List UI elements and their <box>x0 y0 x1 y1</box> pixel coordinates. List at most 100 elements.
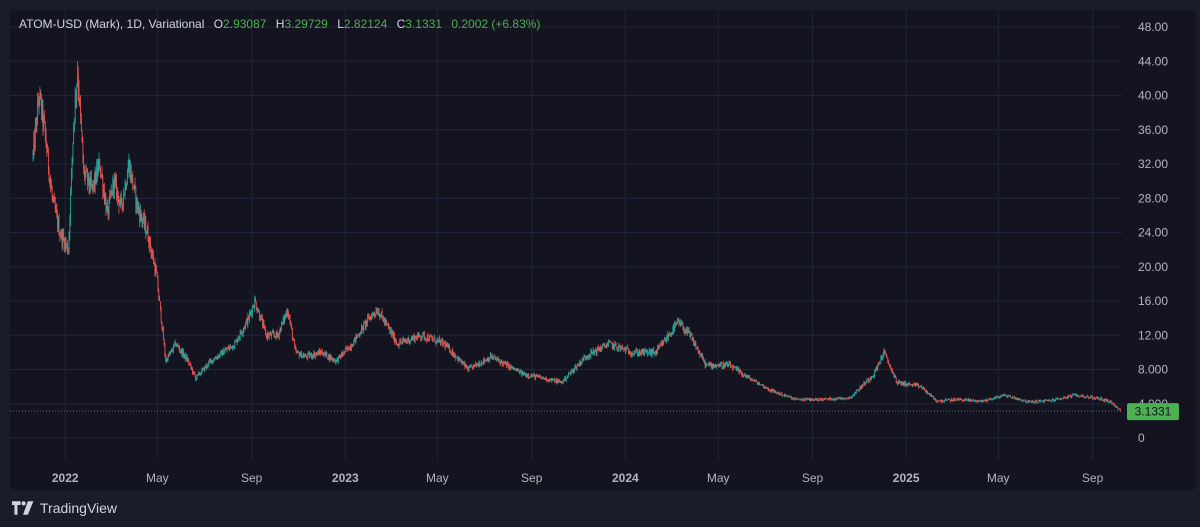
candle-body <box>433 339 434 341</box>
candle-body <box>105 197 107 212</box>
candle-body <box>1031 400 1033 403</box>
candle-body <box>387 325 389 327</box>
candle-body <box>229 347 230 350</box>
candle-body <box>70 191 71 219</box>
candle-body <box>281 322 282 331</box>
candle-body <box>888 361 889 364</box>
candle-body <box>856 390 858 391</box>
candle-body <box>917 384 919 385</box>
candle-body <box>1117 406 1119 410</box>
candle-body <box>921 386 922 389</box>
candle-body <box>823 399 825 400</box>
candle-body <box>674 323 676 325</box>
candle-body <box>91 184 93 186</box>
candle-body <box>862 383 864 387</box>
candle-body <box>729 362 731 364</box>
candle-body <box>675 323 677 325</box>
candle-body <box>54 201 56 210</box>
candle-body <box>439 338 441 341</box>
candle-body <box>1043 399 1045 402</box>
candle-body <box>1064 397 1066 399</box>
candle-body <box>164 344 166 355</box>
candle-body <box>780 393 782 395</box>
candle-body <box>1039 400 1041 402</box>
candle-body <box>991 399 993 401</box>
candle-body <box>1013 396 1014 398</box>
candle-body <box>63 234 65 240</box>
tradingview-brand[interactable]: TradingView <box>12 500 117 516</box>
candle-body <box>1080 394 1082 397</box>
candle-body <box>601 348 602 351</box>
candle-body <box>458 357 460 361</box>
candle-body <box>759 383 760 385</box>
candle-body <box>423 332 424 334</box>
candle-body <box>268 333 269 337</box>
candle-body <box>1043 400 1044 402</box>
candle-body <box>589 355 591 357</box>
candle-body <box>784 394 786 397</box>
candle-body <box>93 180 94 187</box>
candle-body <box>235 341 236 343</box>
candle-body <box>611 342 612 344</box>
candle-body <box>540 377 542 379</box>
candle-body <box>148 241 150 247</box>
candle-body <box>77 73 79 89</box>
candle-body <box>562 381 563 383</box>
candle-body <box>193 371 195 374</box>
candle-body <box>699 352 701 356</box>
candle-body <box>1010 395 1011 398</box>
candle-body <box>1098 397 1100 400</box>
candle-body <box>178 346 180 349</box>
candle-body <box>328 354 329 359</box>
candle-body <box>1017 398 1018 399</box>
candle-body <box>669 334 671 336</box>
high-label: H <box>275 17 285 31</box>
candle-body <box>506 362 507 368</box>
candle-body <box>132 174 134 187</box>
candle-body <box>855 392 856 394</box>
candle-body <box>1084 397 1086 399</box>
candle-body <box>831 399 833 401</box>
candle-body <box>85 169 87 175</box>
candle-body <box>505 362 506 364</box>
candle-body <box>525 373 526 377</box>
candle-body <box>734 366 736 368</box>
candle-body <box>862 385 863 387</box>
candle-body <box>648 350 650 353</box>
candle-body <box>768 389 770 391</box>
candle-body <box>841 397 843 399</box>
candle-body <box>942 401 944 402</box>
candle-body <box>210 359 212 361</box>
candle-body <box>844 398 846 400</box>
candle-body <box>142 220 144 222</box>
candle-body <box>387 323 388 326</box>
candle-body <box>545 377 546 380</box>
candle-body <box>955 399 957 401</box>
candle-body <box>654 351 656 354</box>
candle-body <box>837 397 839 400</box>
candle-body <box>292 338 294 340</box>
candle-body <box>456 357 458 359</box>
candle-body <box>46 145 48 153</box>
candle-body <box>427 335 428 341</box>
candle-body <box>714 364 716 366</box>
candle-body <box>892 370 893 373</box>
candle-body <box>341 353 342 358</box>
candle-body <box>517 369 519 372</box>
candle-body <box>275 336 276 339</box>
candle-body <box>835 398 837 400</box>
candle-body <box>645 351 647 352</box>
candle-body <box>364 322 365 324</box>
candle-body <box>1062 398 1064 400</box>
candle-body <box>129 160 131 178</box>
candle-body <box>663 339 665 345</box>
change-value: 0.2002 (+6.83%) <box>451 17 541 31</box>
candle-body <box>342 354 344 356</box>
candle-body <box>436 339 437 344</box>
candle-body <box>766 387 768 388</box>
candle-body <box>575 366 577 369</box>
candle-body <box>510 366 512 368</box>
candle-body <box>722 366 724 368</box>
candle-body <box>1053 399 1054 402</box>
